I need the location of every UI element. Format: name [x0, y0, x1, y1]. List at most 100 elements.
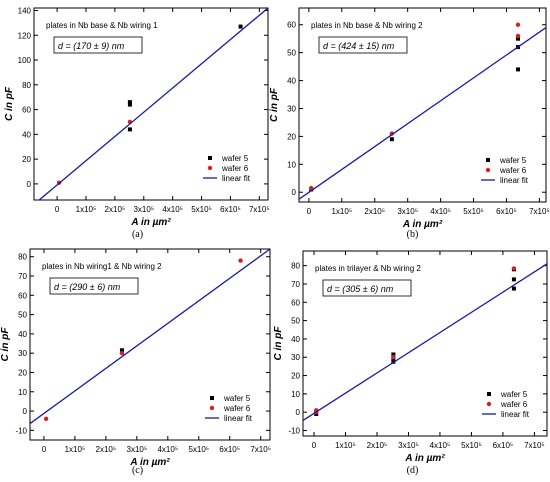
y-tick-label: 40	[18, 330, 27, 339]
y-tick-label: 100	[18, 56, 32, 65]
data-point-wafer-5	[119, 348, 124, 353]
y-tick-label: 50	[287, 49, 296, 58]
x-tick-label: 5x10⁵	[188, 445, 209, 454]
x-tick-label: 1x10⁵	[335, 441, 356, 450]
data-point-wafer-6	[119, 350, 125, 356]
linear-fit-line	[303, 263, 547, 421]
x-tick-label: 4x10⁵	[157, 445, 178, 454]
x-axis-title: A in µm²	[130, 217, 171, 228]
legend-marker-wafer-5	[208, 156, 212, 160]
legend-label: wafer 6	[221, 164, 249, 173]
x-tick-label: 3x10⁵	[397, 207, 418, 216]
x-tick-label: 2x10⁵	[105, 205, 126, 214]
legend-marker-wafer-6	[207, 165, 213, 171]
y-tick-label: 80	[18, 253, 27, 262]
legend-label: wafer 5	[499, 156, 527, 165]
y-tick-label: 60	[287, 21, 296, 30]
x-axis-title: A in µm²	[404, 453, 445, 464]
plot-frame	[298, 7, 547, 203]
y-tick-label: 0	[23, 407, 28, 416]
data-point-wafer-5	[127, 102, 132, 107]
y-tick-label: 70	[291, 280, 300, 289]
fit-label-box	[318, 36, 408, 54]
x-tick-label: 2x10⁵	[367, 441, 388, 450]
plot-frame	[33, 7, 269, 201]
data-point-wafer-5	[511, 286, 516, 291]
x-tick-label: 5x10⁵	[191, 205, 212, 214]
x-tick-label: 3x10⁵	[133, 205, 154, 214]
x-tick-label: 2x10⁵	[96, 445, 117, 454]
data-point-wafer-6	[391, 355, 396, 360]
x-tick-label: 6x10⁵	[219, 445, 240, 454]
legend-marker-wafer-5	[486, 158, 490, 162]
fit-label-box	[53, 36, 143, 54]
fit-label: d = (290 ± 6) nm	[54, 282, 121, 292]
x-tick-label: 7x10⁵	[529, 207, 550, 216]
legend-label: wafer 6	[500, 400, 528, 409]
x-tick-label: 5x10⁵	[463, 207, 484, 216]
panel-label: (a)	[131, 229, 144, 240]
y-tick-label: 10	[287, 160, 296, 169]
data-point-wafer-5	[238, 24, 243, 29]
data-point-wafer-5	[391, 352, 396, 357]
y-tick-label: -10	[15, 426, 27, 435]
y-tick-label: 40	[291, 335, 300, 344]
legend-label: wafer 5	[221, 154, 249, 163]
linear-fit-line	[299, 27, 546, 200]
data-point-wafer-5	[516, 36, 521, 41]
y-tick-label: 80	[291, 262, 300, 271]
y-tick-label: 50	[18, 311, 27, 320]
data-point-wafer-6	[511, 266, 517, 271]
fit-label: d = (424 ± 15) nm	[323, 41, 395, 51]
data-point-wafer-5	[516, 67, 521, 72]
fit-label-box	[49, 277, 139, 295]
legend-marker-wafer-6	[485, 167, 491, 173]
y-tick-label: 50	[291, 317, 300, 326]
y-tick-label: 20	[22, 155, 31, 164]
y-axis-title: C in pF	[269, 87, 280, 122]
chart-c-svg: 0 1x10⁵ 2x10⁵ 3x10⁵ 4x10⁵ 5x10⁵ 6x10⁵ 7x10⁵ -10 0…	[0, 248, 271, 468]
x-tick-label: 1x10⁵	[331, 207, 352, 216]
panel-label: (c)	[131, 465, 144, 476]
plot-annotation: plates in Nb base & Nb wiring 1	[46, 21, 158, 30]
data-point-wafer-5	[511, 277, 516, 282]
x-tick-label: 1x10⁵	[65, 445, 86, 454]
y-tick-label: 140	[18, 6, 32, 15]
x-tick-label: 0	[312, 441, 317, 450]
legend-label: wafer 6	[499, 166, 527, 175]
x-axis-title: A in µm²	[402, 219, 443, 230]
data-point-wafer-5	[127, 100, 132, 105]
x-tick-label: 3x10⁵	[398, 441, 419, 450]
x-tick-label: 6x10⁵	[496, 207, 517, 216]
y-tick-label: 20	[18, 368, 27, 377]
plot-frame	[29, 248, 271, 441]
data-point-wafer-5	[389, 137, 394, 142]
y-tick-label: 120	[18, 31, 32, 40]
plot-annotation: plates in Nb wiring1 & Nb wiring 2	[42, 262, 162, 271]
x-tick-label: 1x10⁵	[76, 205, 97, 214]
linear-fit-line	[38, 8, 268, 200]
x-tick-label: 5x10⁵	[461, 441, 482, 450]
data-point-wafer-6	[238, 258, 243, 263]
panel-d: 0 1x10⁵ 2x10⁵ 3x10⁵ 4x10⁵ 5x10⁵ 6x10⁵ 7x10⁵ -10 0…	[273, 241, 550, 482]
y-tick-label: 70	[18, 272, 27, 281]
x-tick-label: 0	[307, 207, 312, 216]
x-tick-label: 2x10⁵	[364, 207, 385, 216]
x-tick-label: 6x10⁵	[220, 205, 241, 214]
legend-label: wafer 6	[223, 404, 251, 413]
y-axis-title: C in pF	[4, 86, 15, 121]
y-axis-title: C in pF	[0, 327, 11, 362]
y-tick-label: 30	[287, 104, 296, 113]
plot-annotation: plates in Nb base & Nb wiring 2	[311, 21, 423, 30]
panel-label: (d)	[406, 465, 419, 476]
x-tick-label: 4x10⁵	[430, 207, 451, 216]
y-tick-label: 0	[292, 188, 297, 197]
x-tick-label: 6x10⁵	[493, 441, 514, 450]
legend-marker-wafer-5	[210, 396, 214, 400]
data-point-wafer-6	[515, 33, 521, 39]
y-tick-label: 20	[287, 132, 296, 141]
legend-label: linear fit	[500, 176, 529, 185]
y-tick-label: 80	[22, 81, 31, 90]
chart-b-svg: 0 1x10⁵ 2x10⁵ 3x10⁵ 4x10⁵ 5x10⁵ 6x10⁵ 7x10⁵ 0 10 2…	[269, 7, 550, 230]
x-tick-label: 3x10⁵	[127, 445, 148, 454]
